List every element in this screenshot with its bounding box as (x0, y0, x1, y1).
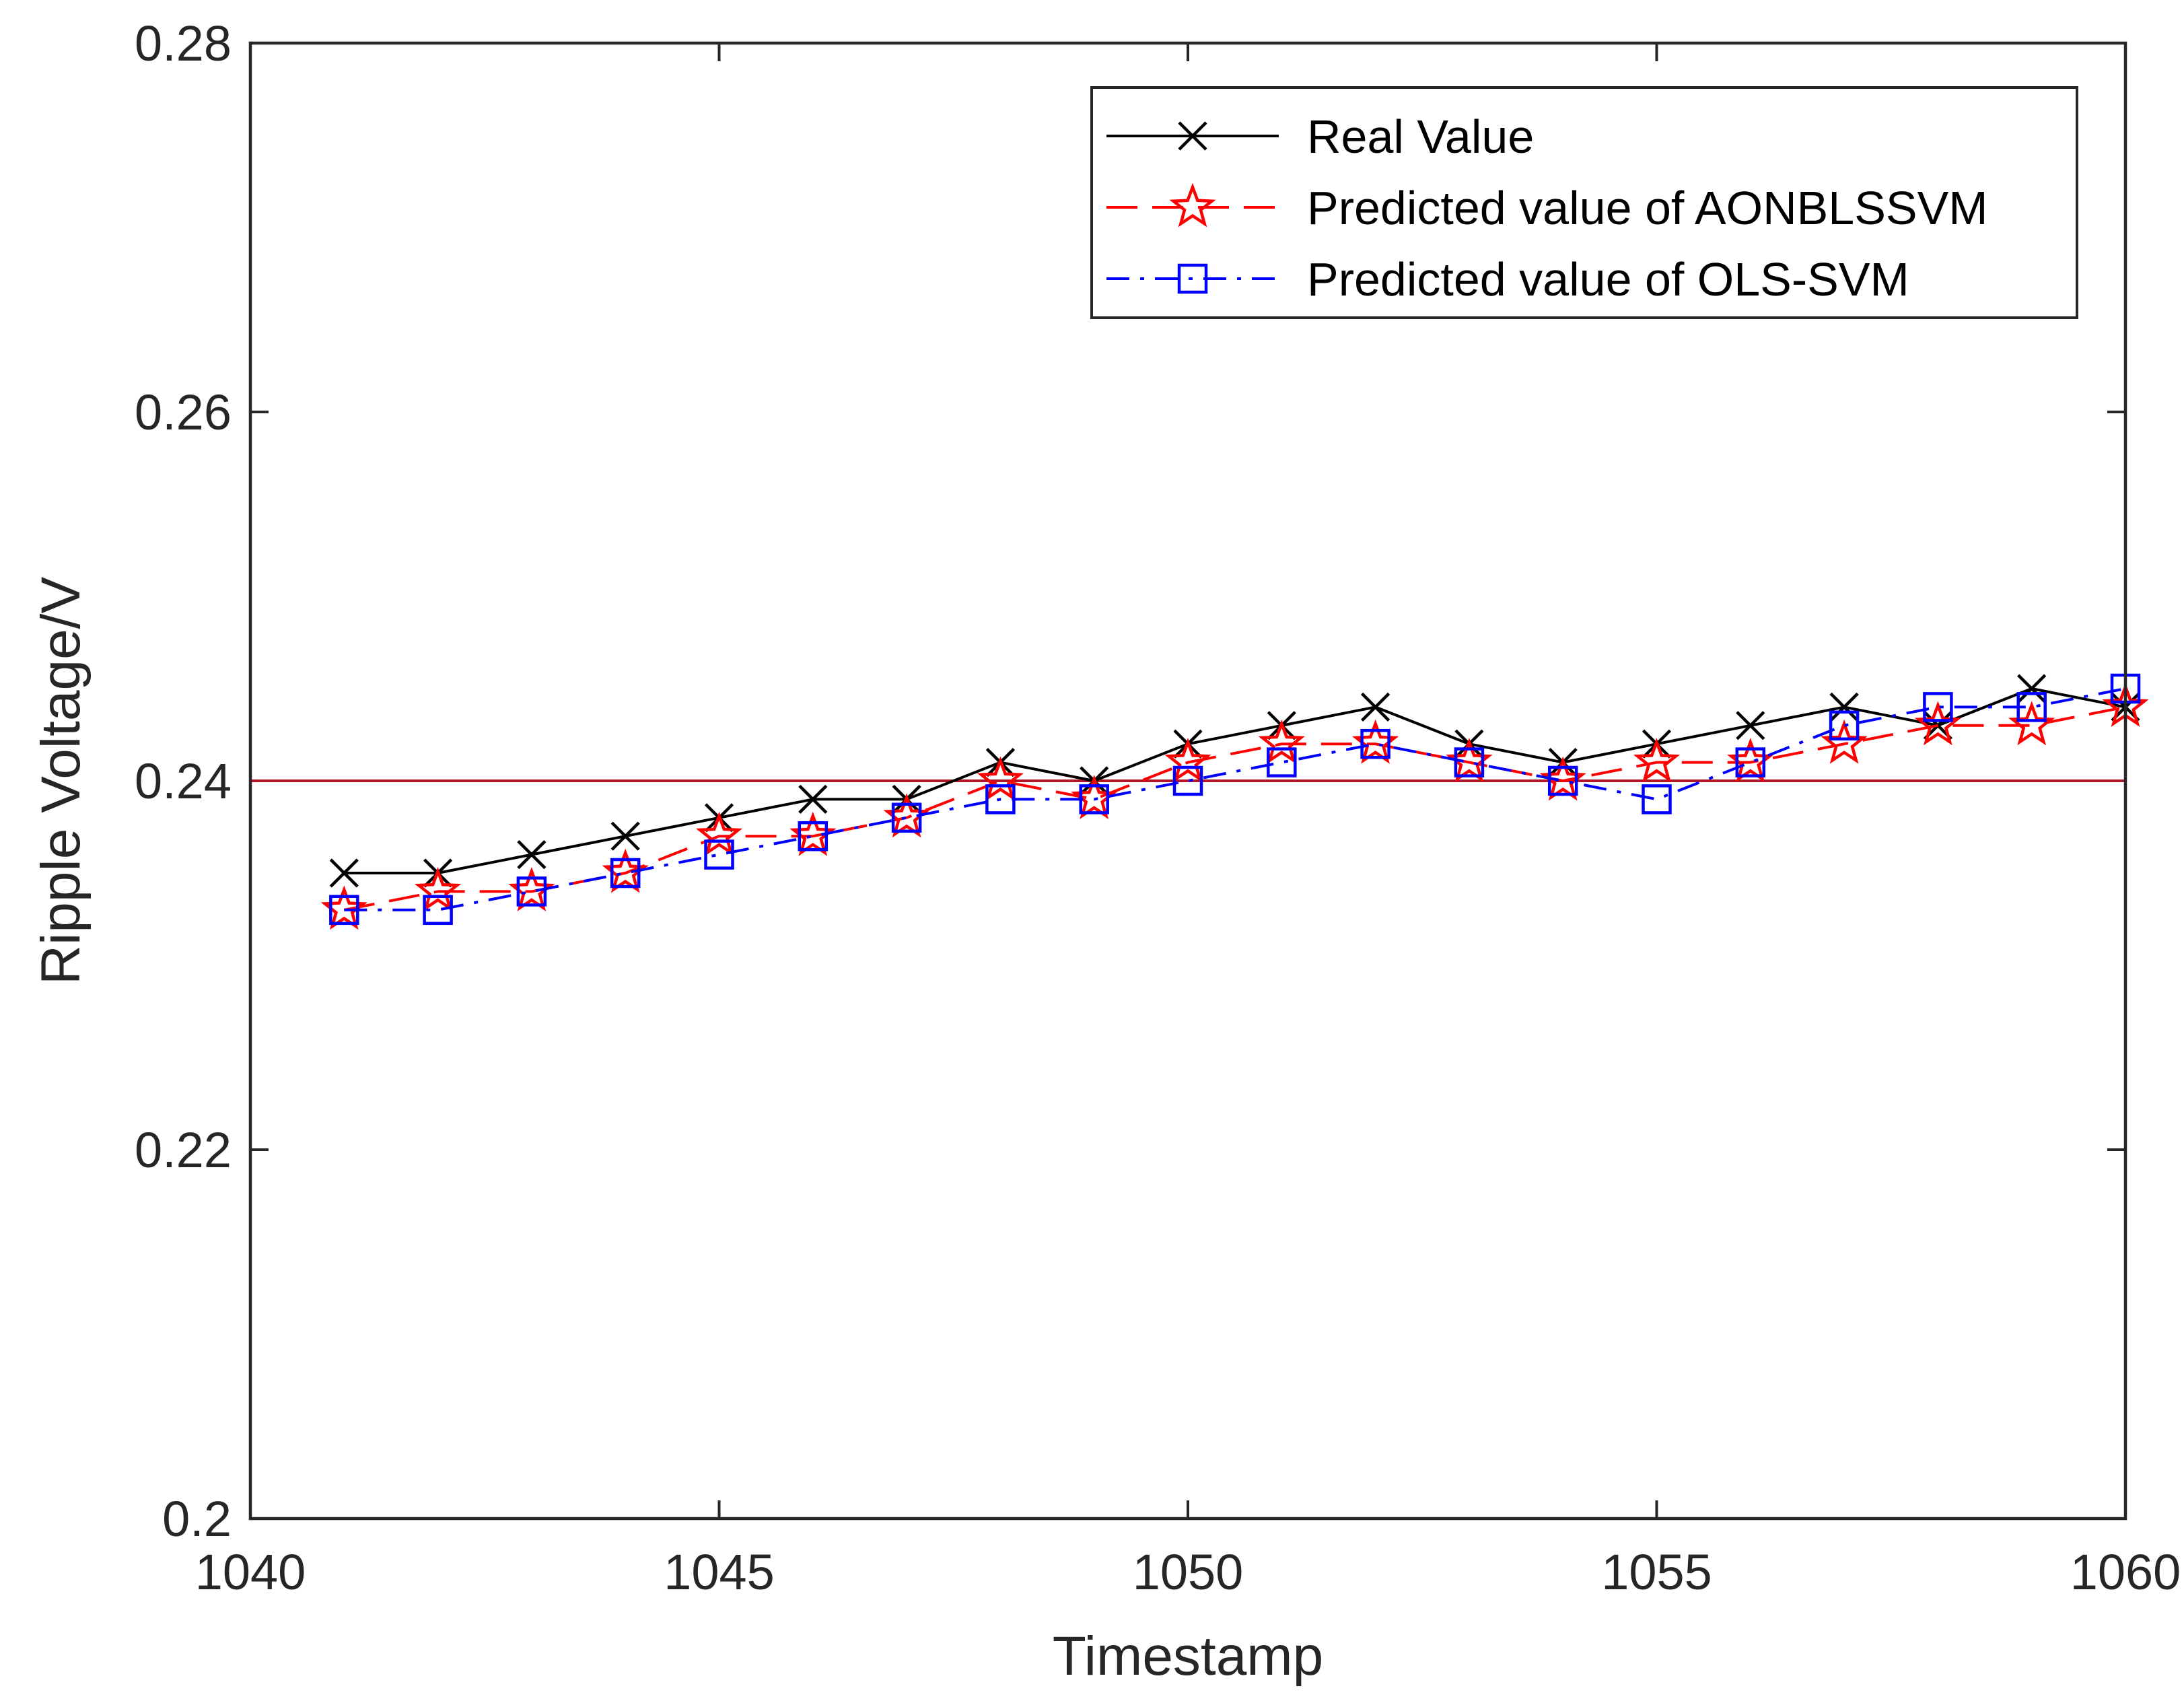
y-axis-title: Ripple Voltage/V (30, 577, 92, 985)
data-point (1736, 711, 1765, 740)
data-point (891, 802, 922, 833)
y-tick-label: 0.22 (135, 1122, 232, 1178)
x-tick-label: 1060 (2070, 1544, 2181, 1600)
data-point (977, 756, 1024, 801)
data-point (1642, 784, 1672, 814)
data-point (415, 866, 462, 911)
x-tick-label: 1055 (1601, 1544, 1712, 1600)
data-point (517, 840, 547, 870)
data-point (1079, 784, 1109, 814)
x-tick-label: 1050 (1133, 1544, 1244, 1600)
legend-label-0: Real Value (1307, 110, 1534, 163)
data-point (329, 895, 359, 926)
data-point (2016, 692, 2047, 722)
legend-marker-1 (1169, 182, 1216, 228)
legend-label-1: Predicted value of AONBLSSVM (1307, 182, 1988, 234)
y-tick-label: 0.26 (135, 384, 232, 440)
series-2 (329, 673, 2141, 926)
legend-marker-2 (1177, 263, 1208, 294)
axes-box (248, 41, 2127, 1521)
data-point (1829, 710, 1860, 741)
data-point (798, 821, 829, 852)
data-point (1633, 738, 1681, 783)
data-point (704, 839, 734, 870)
series-line-0 (344, 687, 2126, 874)
data-point (423, 895, 453, 926)
y-tick-label: 0.2 (162, 1491, 232, 1547)
data-point (798, 784, 828, 814)
data-point (1923, 692, 1953, 722)
data-point (1267, 747, 1297, 777)
data-point (1735, 747, 1766, 777)
data-point (1360, 728, 1390, 759)
data-point (2017, 674, 2047, 703)
y-tick-label: 0.24 (135, 753, 232, 809)
data-point (695, 811, 743, 856)
data-point (329, 858, 359, 888)
data-point (1172, 765, 1203, 796)
data-point (1258, 719, 1305, 764)
x-tick-label: 1040 (195, 1544, 306, 1600)
series-line-2 (344, 687, 2126, 911)
legend-marker-0 (1178, 121, 1207, 151)
data-point (1454, 747, 1485, 777)
data-point (985, 784, 1016, 814)
legend-label-2: Predicted value of OLS-SVM (1307, 253, 1909, 306)
x-tick-label: 1045 (664, 1544, 775, 1600)
data-point (610, 821, 640, 851)
data-point (516, 876, 547, 907)
data-point (1361, 692, 1390, 722)
x-axis-title: Timestamp (1053, 1626, 1323, 1687)
data-point (1547, 765, 1578, 796)
data-point (1829, 692, 1859, 722)
series-0 (329, 674, 2140, 888)
data-point (610, 858, 641, 889)
y-tick-label: 0.28 (135, 15, 232, 71)
data-point (1164, 738, 1211, 783)
